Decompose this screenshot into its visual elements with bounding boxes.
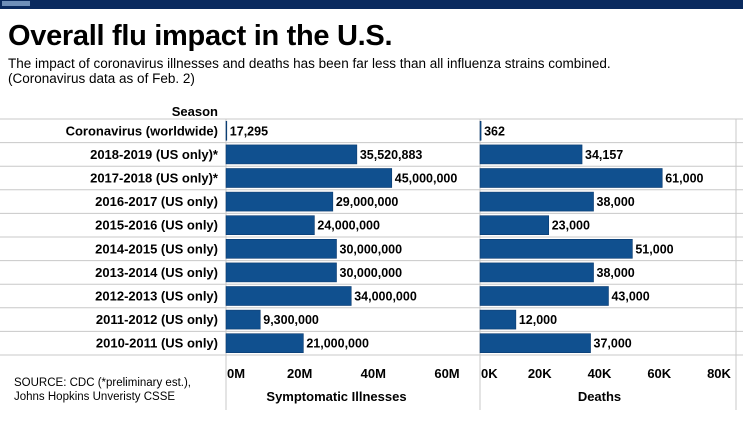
- illnesses-value-label: 30,000,000: [340, 242, 403, 256]
- illnesses-bar: [225, 168, 393, 188]
- top-banner-bar: [0, 0, 743, 9]
- chart-subtitle: The impact of coronavirus illnesses and …: [8, 56, 738, 86]
- deaths-bar: [479, 286, 609, 306]
- illnesses-bar: [225, 215, 315, 235]
- deaths-value-label: 61,000: [665, 172, 703, 186]
- deaths-tick-label: 20K: [528, 366, 552, 381]
- deaths-tick-label: 60K: [647, 366, 671, 381]
- deaths-bar: [479, 191, 594, 212]
- deaths-bar: [479, 121, 482, 141]
- deaths-bar: [479, 168, 663, 188]
- source-note: SOURCE: CDC (*preliminary est.), Johns H…: [14, 376, 191, 404]
- deaths-value-label: 51,000: [635, 242, 673, 256]
- deaths-value-label: 38,000: [597, 195, 635, 209]
- deaths-bar: [479, 239, 633, 259]
- source-line-2: Johns Hopkins Unveristy CSSE: [14, 391, 176, 403]
- category-label: 2016-2017 (US only): [95, 194, 218, 209]
- deaths-value-label: 34,157: [585, 148, 623, 162]
- deaths-bar: [479, 215, 550, 235]
- chart-title: Overall flu impact in the U.S.: [8, 20, 393, 52]
- illnesses-value-label: 24,000,000: [317, 219, 380, 233]
- illnesses-tick-label: 60M: [434, 366, 459, 381]
- deaths-value-label: 37,000: [594, 337, 632, 351]
- illnesses-bar: [225, 286, 352, 306]
- illnesses-bar: [225, 262, 337, 283]
- illnesses-tick-label: 0M: [227, 366, 245, 381]
- illnesses-bar: [225, 309, 261, 330]
- illnesses-value-label: 9,300,000: [263, 313, 319, 327]
- category-label: 2018-2019 (US only)*: [90, 147, 219, 162]
- deaths-value-label: 43,000: [611, 290, 649, 304]
- illnesses-bar: [225, 144, 358, 165]
- illnesses-axis-title: Symptomatic Illnesses: [266, 389, 406, 404]
- illnesses-value-label: 34,000,000: [354, 290, 417, 304]
- deaths-tick-label: 80K: [707, 366, 731, 381]
- deaths-tick-label: 0K: [481, 366, 498, 381]
- deaths-bar: [479, 262, 594, 283]
- deaths-bar: [479, 144, 583, 165]
- illnesses-value-label: 35,520,883: [360, 148, 423, 162]
- subtitle-line-2: (Coronavirus data as of Feb. 2): [8, 71, 195, 86]
- category-label: 2010-2011 (US only): [96, 336, 218, 351]
- illnesses-bar: [225, 333, 304, 354]
- category-label: 2012-2013 (US only): [95, 289, 218, 304]
- illnesses-bar: [225, 121, 228, 141]
- deaths-value-label: 12,000: [519, 313, 557, 327]
- illnesses-value-label: 30,000,000: [340, 266, 403, 280]
- category-label: Coronavirus (worldwide): [66, 123, 218, 138]
- category-label: 2014-2015 (US only): [95, 241, 218, 256]
- deaths-value-label: 38,000: [597, 266, 635, 280]
- illnesses-bar: [225, 239, 337, 259]
- illnesses-value-label: 21,000,000: [306, 337, 369, 351]
- category-header: Season: [171, 104, 218, 119]
- illnesses-value-label: 45,000,000: [395, 172, 458, 186]
- illnesses-bar: [225, 191, 334, 212]
- illnesses-tick-label: 20M: [287, 366, 312, 381]
- illnesses-value-label: 17,295: [230, 124, 268, 138]
- deaths-value-label: 23,000: [552, 219, 590, 233]
- illnesses-value-label: 29,000,000: [336, 195, 399, 209]
- deaths-value-label: 362: [484, 124, 505, 138]
- category-label: 2017-2018 (US only)*: [90, 171, 219, 186]
- deaths-tick-label: 40K: [588, 366, 612, 381]
- category-label: 2013-2014 (US only): [95, 265, 218, 280]
- banner-tag: [2, 1, 30, 6]
- deaths-bar: [479, 309, 517, 330]
- source-line-1: SOURCE: CDC (*preliminary est.),: [14, 377, 191, 389]
- subtitle-line-1: The impact of coronavirus illnesses and …: [8, 56, 611, 71]
- category-label: 2015-2016 (US only): [95, 218, 218, 233]
- deaths-bar: [479, 333, 591, 354]
- illnesses-tick-label: 40M: [361, 366, 386, 381]
- deaths-axis-title: Deaths: [578, 389, 621, 404]
- category-label: 2011-2012 (US only): [96, 312, 218, 327]
